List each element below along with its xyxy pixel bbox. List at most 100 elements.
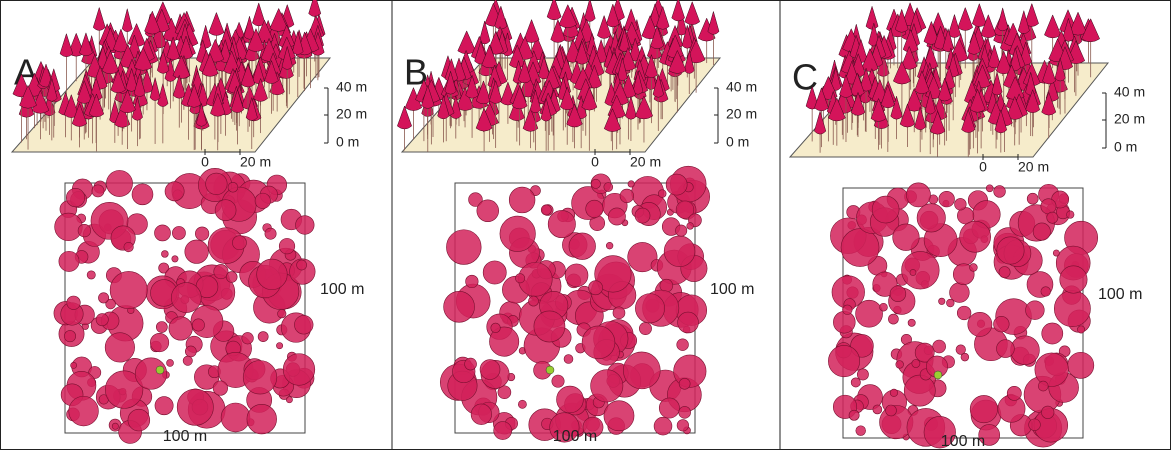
tree-crown-projection <box>168 316 193 341</box>
tree-crown-projection <box>1034 352 1069 387</box>
tree-crown <box>437 95 450 120</box>
tree-crown-projection <box>246 403 277 435</box>
tree-crown-projection <box>86 270 96 280</box>
tree-crown <box>546 0 562 21</box>
tree-crown-projection <box>212 380 228 396</box>
distance-scale-label: 0 <box>979 159 987 175</box>
tree-crown-projection <box>172 226 186 240</box>
height-scale-label: 40 m <box>336 79 367 95</box>
tree-crown <box>566 103 583 128</box>
tree-crown-projection <box>675 224 688 237</box>
tree-crown <box>444 70 457 95</box>
height-scale-label: 0 m <box>726 134 749 150</box>
tree-crown-projection <box>91 184 105 198</box>
tree-crown <box>475 107 493 132</box>
tree-crown-projection <box>65 188 86 208</box>
tree-crown-projection <box>678 406 691 419</box>
tree-crown-projection <box>105 298 116 310</box>
tree-crown-projection <box>938 297 946 305</box>
tree-crown <box>870 97 887 122</box>
distance-scale-label: 0 <box>201 154 209 170</box>
tree-crown-projection <box>588 280 603 296</box>
height-scale-label: 0 m <box>1114 139 1137 155</box>
tree-crown <box>240 63 256 88</box>
tree-crown <box>957 6 973 31</box>
tree-crown-projection <box>582 416 604 438</box>
tree-crown <box>877 52 890 77</box>
height-scale-label: 40 m <box>1114 84 1145 100</box>
tree-crown-projection <box>109 271 148 309</box>
tree-crown-projection <box>277 309 287 319</box>
tree-crown <box>668 49 687 74</box>
tree-crown-projection <box>1032 222 1051 241</box>
tree-crown <box>133 72 146 97</box>
tree-crown-projection <box>464 357 477 371</box>
tree-crown-projection <box>468 192 483 207</box>
tree-crown-projection <box>184 239 209 264</box>
tree-crown-projection <box>98 292 110 304</box>
tree-crown-projection <box>996 339 1015 358</box>
tree-crown-projection <box>889 285 907 302</box>
tree-crown-projection <box>581 325 616 360</box>
height-scale-label: 20 m <box>726 106 757 122</box>
tree-crown <box>71 102 88 127</box>
tree-crown <box>59 32 74 57</box>
tree-crown-projection <box>66 295 81 310</box>
tree-crown-projection <box>227 182 239 193</box>
tree-crown-projection <box>68 395 99 427</box>
tree-crown-projection <box>154 224 171 242</box>
tree-crown <box>131 96 143 121</box>
height-scale-label: 20 m <box>1114 111 1145 127</box>
tree-crown-projection <box>254 192 271 209</box>
map-width-label: 100 m <box>553 428 597 445</box>
tree-crown-projection <box>176 388 214 426</box>
tree-crown-projection <box>214 199 237 222</box>
tree-crown <box>230 88 245 113</box>
tree-crown <box>172 54 191 79</box>
tree-crown-projection <box>156 321 168 333</box>
tree-crown-projection <box>295 215 315 235</box>
tree-crown <box>157 82 169 107</box>
tree-crown-projection <box>489 326 520 357</box>
tree-crown-projection <box>658 397 680 419</box>
tree-crown-projection <box>220 402 251 433</box>
tree-crown <box>210 92 226 117</box>
tree-crown <box>101 50 120 75</box>
tree-crown-projection <box>833 311 856 334</box>
distance-scale-label: 0 <box>591 154 599 170</box>
tree-crown-projection <box>911 359 921 368</box>
tree-crown-projection <box>54 212 83 242</box>
tree-crown-projection <box>232 235 247 251</box>
tree-crown-projection <box>131 183 154 206</box>
tree-crown-projection <box>1066 210 1075 219</box>
tree-crown-projection <box>603 182 614 192</box>
tree-crown <box>540 97 552 122</box>
tree-crown-projection <box>158 262 170 274</box>
tree-crown-projection <box>603 400 635 432</box>
tree-crown-projection <box>627 180 635 188</box>
tree-crown-projection <box>903 374 936 407</box>
tree-crown-projection <box>901 251 940 290</box>
tree-crown <box>79 32 93 57</box>
tree-crown-projection <box>446 229 482 265</box>
tree-crown <box>1042 60 1056 85</box>
tree-crown-projection <box>58 250 80 272</box>
tree-crown-projection <box>889 388 898 397</box>
tree-crown-projection <box>956 305 972 321</box>
tree-crown <box>914 69 930 94</box>
tree-crown <box>156 49 170 74</box>
tree-crown <box>644 53 658 78</box>
tree-crown <box>671 0 685 22</box>
tree-crown-projection <box>1053 290 1091 328</box>
tree-crown-projection <box>289 258 316 285</box>
tree-crown <box>937 77 952 102</box>
tree-crown-projection <box>850 377 861 388</box>
tree-crown-projection <box>164 181 185 202</box>
tree-crown-projection <box>241 332 254 345</box>
tree-crown <box>92 6 106 31</box>
tree-crown-projection <box>675 200 695 219</box>
tree-crown-projection <box>665 173 688 196</box>
tree-crown <box>457 30 476 55</box>
